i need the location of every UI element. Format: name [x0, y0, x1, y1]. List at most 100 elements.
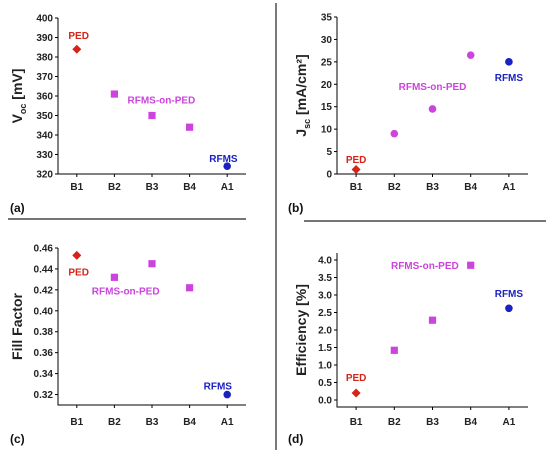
data-point-b1: [72, 250, 82, 260]
x-tick-label: B2: [388, 417, 401, 428]
data-point-b1: [351, 165, 361, 175]
x-tick-label: B1: [70, 182, 83, 193]
y-axis-label-unit: [mA/cm²]: [293, 54, 309, 119]
data-point-b4: [467, 261, 475, 269]
panel-d: 0.0 0.5 1.0 1.5 2.0 2.5 3.0 3.5 4.0 B1 B2 B3 B4 A1 Eff…: [288, 253, 528, 446]
y-tick-label: 0.44: [34, 264, 54, 275]
y-tick-label: 390: [36, 33, 53, 44]
y-axis-label-main: J: [293, 129, 309, 137]
y-tick-label: 0.5: [318, 378, 332, 389]
panel-a: 320 330 340 350 360 370 380 390 400 B1 B2 B3 B4 A1 Voc…: [9, 14, 246, 215]
group-annotation: PED: [68, 31, 89, 42]
panel-b: 0 5 10 15 20 25 30 35 B1 B2 B3 B4 A1 Jsc [mA/cm²] (b) P…: [288, 13, 528, 215]
group-annotation: RFMS: [204, 382, 233, 393]
x-tick-label: B4: [464, 417, 477, 428]
x-tick-label: A1: [503, 182, 516, 193]
data-point-b2: [390, 129, 399, 138]
data-point-b1: [351, 388, 361, 398]
group-annotation: PED: [346, 373, 367, 384]
y-tick-label: 25: [321, 57, 333, 68]
y-tick-label: 4.0: [318, 256, 332, 267]
x-tick-label: B1: [70, 417, 83, 428]
panel-label: (b): [288, 201, 303, 215]
x-tick-label: B4: [183, 182, 196, 193]
x-tick-label: A1: [221, 182, 234, 193]
y-tick-label: 15: [321, 102, 333, 113]
y-tick-label: 330: [36, 150, 53, 161]
panel-label: (a): [10, 201, 25, 215]
group-annotation: RFMS-on-PED: [128, 95, 196, 106]
data-point-b3: [428, 316, 437, 324]
group-annotation: RFMS-on-PED: [391, 261, 459, 272]
data-point-b2: [390, 346, 398, 354]
data-point-b3: [148, 111, 156, 120]
panel-label: (c): [10, 432, 25, 446]
y-axis-label-unit: [mV]: [9, 69, 25, 104]
data-point-b3: [148, 260, 156, 268]
y-tick-label: 0.38: [34, 327, 54, 338]
group-annotation: RFMS: [495, 289, 524, 300]
y-tick-label: 35: [321, 13, 333, 24]
x-tick-label: B2: [108, 417, 121, 428]
y-tick-label: 0: [326, 170, 332, 181]
data-point-a1: [223, 162, 231, 170]
y-tick-label: 400: [36, 14, 53, 25]
y-axis-label: Jsc [mA/cm²]: [293, 54, 312, 136]
y-tick-label: 3.0: [318, 291, 332, 302]
y-tick-label: 0.34: [34, 369, 54, 380]
x-tick-label: B2: [108, 182, 121, 193]
y-tick-label: 0.32: [34, 390, 54, 401]
x-tick-label: B4: [464, 182, 477, 193]
x-tick-label: B3: [146, 182, 159, 193]
data-point-b4: [186, 123, 194, 131]
data-point-b2: [110, 90, 118, 98]
y-tick-label: 2.5: [318, 308, 332, 319]
panel-c: 0.32 0.34 0.36 0.38 0.40 0.42 0.44 0.46 B1 B2 B3 B4…: [9, 244, 246, 446]
panel-label: (d): [288, 432, 303, 446]
data-point-b2: [110, 273, 118, 281]
y-tick-label: 0.46: [34, 244, 54, 255]
y-tick-label: 2.0: [318, 326, 332, 337]
x-tick-label: A1: [221, 417, 234, 428]
y-tick-label: 20: [321, 80, 333, 91]
data-point-b1: [72, 44, 82, 54]
plot-axes: [336, 17, 528, 175]
data-point-a1: [223, 390, 231, 399]
data-point-a1: [505, 58, 513, 66]
y-tick-label: 360: [36, 92, 53, 103]
y-tick-label: 1.0: [318, 361, 332, 372]
y-tick-label: 0.36: [34, 348, 54, 359]
y-tick-label: 0.42: [34, 285, 54, 296]
data-point-b4: [186, 284, 194, 292]
y-tick-label: 30: [321, 35, 333, 46]
group-annotation: PED: [346, 155, 367, 166]
y-axis-label-main: Efficiency [%]: [293, 284, 309, 376]
group-annotation: RFMS-on-PED: [92, 286, 160, 297]
data-point-a1: [505, 304, 513, 313]
y-axis-label-subscript: sc: [302, 119, 312, 129]
y-axis-label: Voc [mV]: [9, 69, 28, 124]
group-annotation: PED: [68, 268, 89, 279]
group-annotation: RFMS-on-PED: [399, 82, 467, 93]
y-axis-label: Efficiency [%]: [293, 284, 309, 376]
y-tick-label: 1.5: [318, 343, 332, 354]
y-tick-label: 340: [36, 131, 53, 142]
y-tick-label: 370: [36, 72, 53, 83]
y-tick-label: 5: [326, 147, 332, 158]
x-tick-label: B3: [426, 417, 439, 428]
x-tick-label: A1: [503, 417, 516, 428]
y-tick-label: 0.0: [318, 396, 332, 407]
y-tick-label: 380: [36, 53, 53, 64]
y-tick-label: 10: [321, 125, 333, 136]
x-tick-label: B3: [146, 417, 159, 428]
group-annotation: RFMS: [209, 154, 238, 165]
x-tick-label: B4: [183, 417, 196, 428]
y-axis-label-subscript: oc: [18, 104, 28, 115]
x-tick-label: B1: [350, 182, 363, 193]
plot-axes: [336, 253, 528, 408]
x-tick-label: B2: [388, 182, 401, 193]
y-tick-label: 3.5: [318, 273, 332, 284]
y-axis-label-main: Fill Factor: [9, 293, 25, 360]
y-tick-label: 350: [36, 111, 53, 122]
